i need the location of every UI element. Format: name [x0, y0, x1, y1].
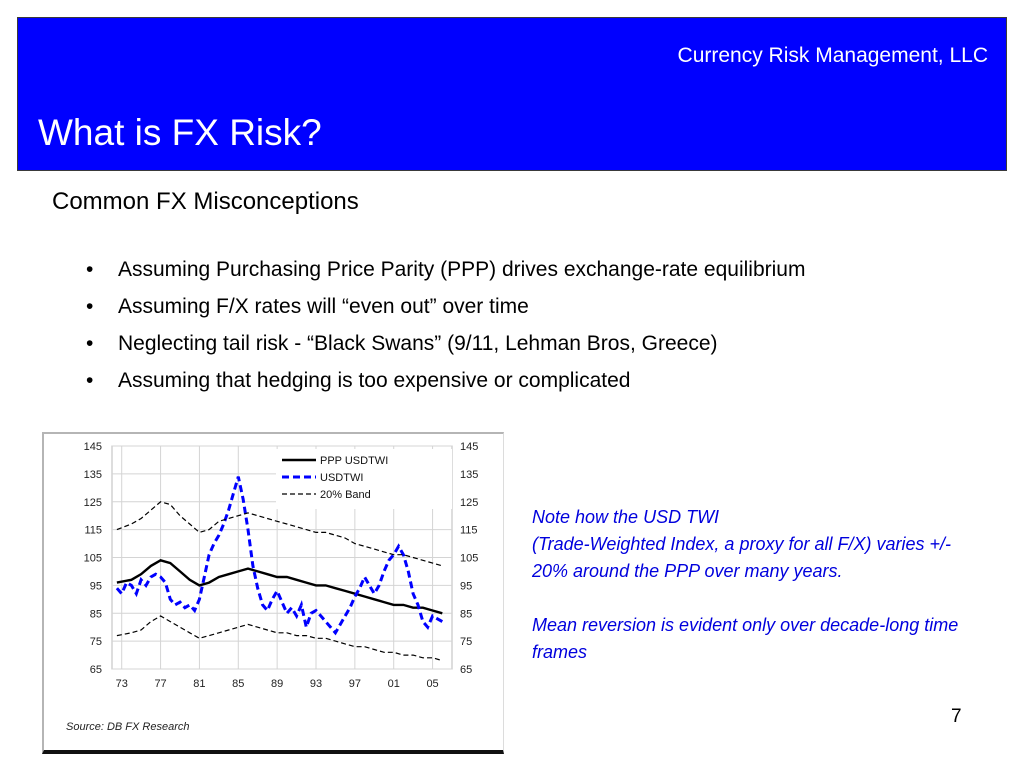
- bullet-item: • Assuming Purchasing Price Parity (PPP) …: [80, 253, 805, 290]
- legend-label: USDTWI: [320, 472, 363, 484]
- chart-note: Note how the USD TWI (Trade-Weighted Ind…: [532, 504, 992, 666]
- y-tick-label-left: 85: [90, 608, 102, 620]
- section-subtitle: Common FX Misconceptions: [52, 188, 359, 215]
- y-tick-label-left: 95: [90, 580, 102, 592]
- y-tick-label-right: 65: [460, 664, 472, 676]
- bullet-icon: •: [86, 295, 94, 318]
- x-tick-label: 97: [349, 678, 361, 690]
- bullet-text: Assuming Purchasing Price Parity (PPP) d…: [118, 258, 806, 281]
- y-tick-label-right: 75: [460, 636, 472, 648]
- x-tick-label: 73: [116, 678, 128, 690]
- usdtwi-line: [115, 476, 444, 636]
- legend-label: 20% Band: [320, 489, 371, 501]
- x-tick-label: 89: [271, 678, 283, 690]
- usd-twi-chart: 65 65 75 75 85 85 95 95 105 105 115 115 125 125 135 135…: [42, 432, 504, 754]
- bullet-text: Assuming that hedging is too expensive o…: [118, 369, 631, 392]
- y-tick-label-right: 105: [460, 553, 478, 565]
- y-tick-label-right: 85: [460, 608, 472, 620]
- y-tick-label-left: 65: [90, 664, 102, 676]
- page-number: 7: [951, 706, 962, 727]
- title-banner: Currency Risk Management, LLC What is FX…: [17, 17, 1007, 171]
- note-line-1: Note how the USD TWI: [532, 507, 720, 527]
- misconceptions-list: • Assuming Purchasing Price Parity (PPP) …: [80, 253, 805, 401]
- bullet-item: • Neglecting tail risk - “Black Swans” (9…: [80, 327, 805, 364]
- x-tick-label: 85: [232, 678, 244, 690]
- y-tick-label-left: 115: [84, 525, 102, 537]
- y-tick-label-left: 75: [90, 636, 102, 648]
- y-tick-label-left: 145: [84, 441, 102, 453]
- note-line-3: Mean reversion is evident only over deca…: [532, 615, 959, 662]
- ppp-usdtwi-line: [116, 559, 443, 615]
- bullet-icon: •: [86, 258, 94, 281]
- chart-source: Source: DB FX Research: [66, 721, 190, 733]
- band-lower-line: [116, 615, 443, 662]
- x-tick-label: 05: [426, 678, 438, 690]
- x-tick-label: 77: [154, 678, 166, 690]
- bullet-text: Assuming F/X rates will “even out” over …: [118, 295, 529, 318]
- legend-label: PPP USDTWI: [320, 455, 388, 467]
- bullet-item: • Assuming F/X rates will “even out” over…: [80, 290, 805, 327]
- x-tick-label: 93: [310, 678, 322, 690]
- bullet-icon: •: [86, 332, 94, 355]
- chart-canvas: 65 65 75 75 85 85 95 95 105 105 115 115 125 125 135 135…: [66, 441, 478, 733]
- bullet-text: Neglecting tail risk - “Black Swans” (9/…: [118, 332, 718, 355]
- slide-title: What is FX Risk?: [38, 112, 322, 153]
- y-tick-label-right: 95: [460, 580, 472, 592]
- x-tick-label: 81: [193, 678, 205, 690]
- y-tick-label-left: 125: [84, 497, 102, 509]
- y-tick-label-left: 135: [84, 469, 102, 481]
- y-tick-label-right: 125: [460, 497, 478, 509]
- bullet-icon: •: [86, 369, 94, 392]
- note-line-2: (Trade-Weighted Index, a proxy for all F…: [532, 534, 951, 581]
- y-tick-label-right: 145: [460, 441, 478, 453]
- bullet-item: • Assuming that hedging is too expensive …: [80, 364, 805, 401]
- x-tick-label: 01: [388, 678, 400, 690]
- company-name: Currency Risk Management, LLC: [677, 44, 988, 67]
- y-tick-label-right: 135: [460, 469, 478, 481]
- y-tick-label-right: 115: [460, 525, 478, 537]
- y-tick-label-left: 105: [84, 553, 102, 565]
